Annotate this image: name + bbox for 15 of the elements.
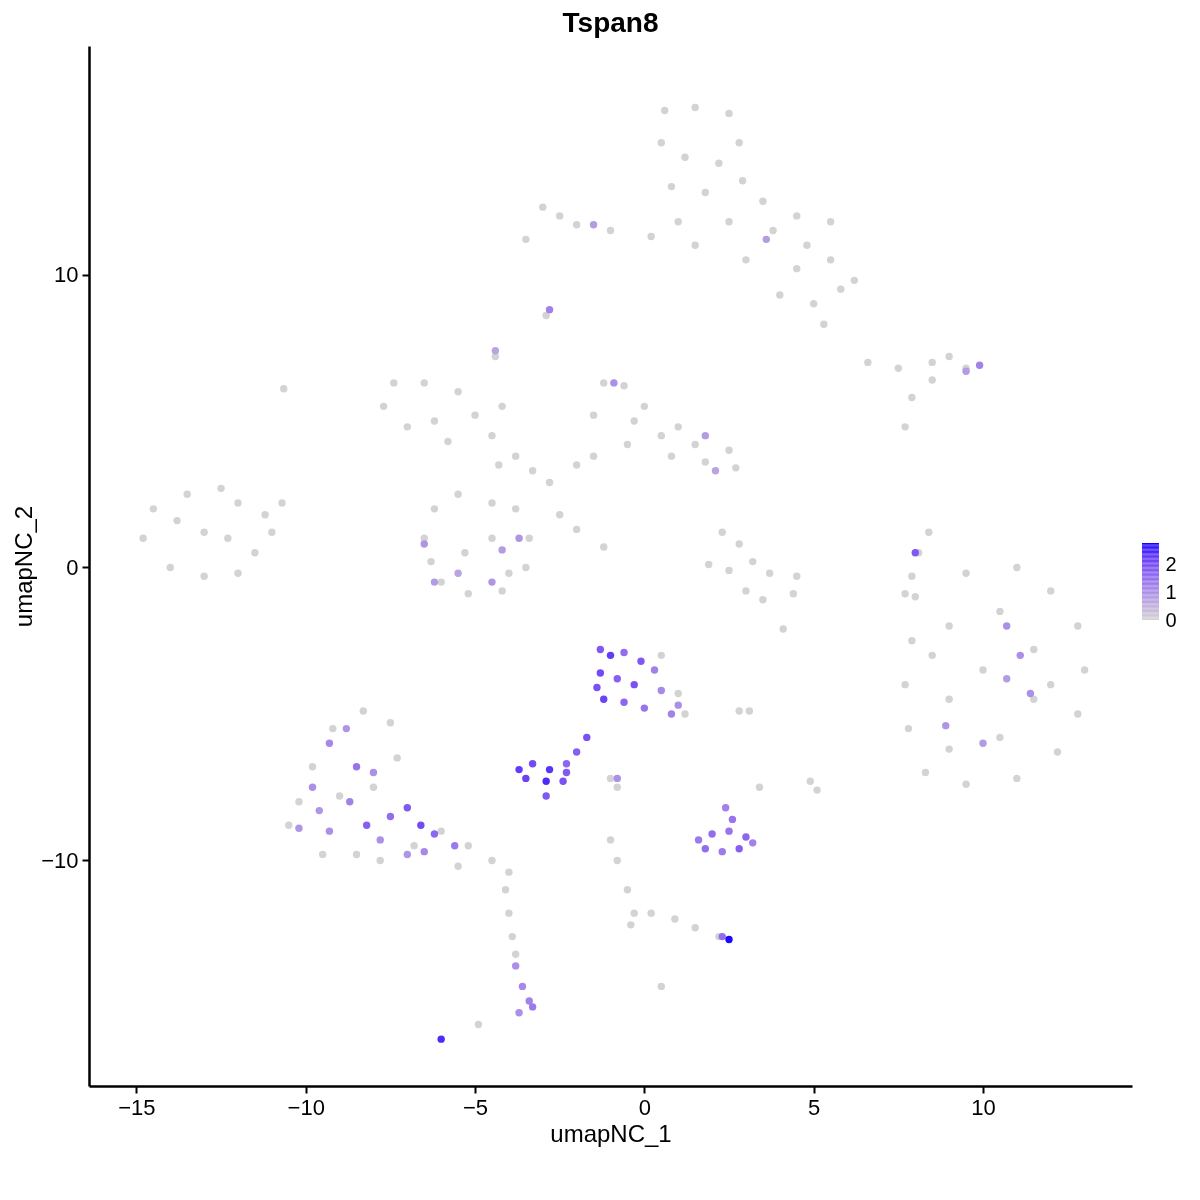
- y-tick-label: 0: [66, 554, 79, 580]
- color-bar-label: 2: [1165, 552, 1177, 575]
- x-tick-label: −10: [287, 1094, 325, 1120]
- x-tick-label: −5: [463, 1094, 489, 1120]
- y-axis-title: umapNC_2: [10, 505, 38, 628]
- chart-title: Tspan8: [562, 7, 659, 38]
- x-tick-label: 5: [808, 1094, 821, 1120]
- x-tick-label: 0: [638, 1094, 651, 1120]
- y-tick-label: 10: [54, 262, 79, 288]
- x-tick-label: 10: [971, 1094, 996, 1120]
- x-tick-label: −15: [118, 1094, 156, 1120]
- y-tick-label: −10: [41, 847, 79, 873]
- color-bar-label: 1: [1165, 580, 1177, 603]
- x-axis-title: umapNC_1: [550, 1119, 672, 1147]
- color-bar-label: 0: [1165, 608, 1177, 631]
